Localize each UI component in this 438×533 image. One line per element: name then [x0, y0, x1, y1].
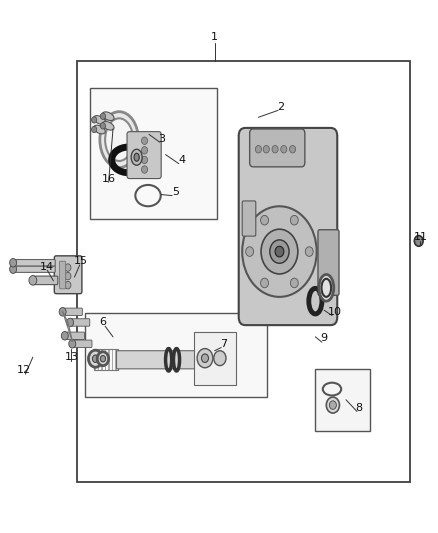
Ellipse shape [326, 397, 339, 413]
FancyBboxPatch shape [250, 129, 305, 167]
Circle shape [65, 264, 71, 271]
Circle shape [88, 350, 102, 367]
Circle shape [141, 156, 148, 164]
FancyBboxPatch shape [74, 340, 92, 348]
FancyBboxPatch shape [117, 351, 204, 369]
Text: 7: 7 [220, 339, 227, 349]
Circle shape [329, 401, 336, 409]
Circle shape [92, 355, 99, 362]
Bar [115, 349, 117, 370]
Text: 13: 13 [65, 352, 79, 362]
FancyBboxPatch shape [60, 261, 66, 289]
Circle shape [214, 351, 226, 366]
Bar [112, 349, 113, 370]
FancyBboxPatch shape [71, 319, 90, 326]
Ellipse shape [94, 125, 105, 134]
Circle shape [92, 117, 97, 123]
Ellipse shape [319, 274, 334, 301]
Circle shape [281, 146, 287, 153]
Text: 8: 8 [356, 403, 363, 413]
Circle shape [275, 246, 284, 257]
Ellipse shape [105, 118, 133, 161]
Circle shape [261, 229, 298, 274]
Circle shape [197, 349, 213, 368]
Bar [105, 349, 106, 370]
Circle shape [10, 259, 17, 267]
Ellipse shape [100, 112, 138, 168]
Circle shape [290, 215, 298, 225]
Circle shape [246, 247, 254, 256]
FancyBboxPatch shape [54, 256, 82, 294]
Text: 14: 14 [40, 262, 54, 271]
Circle shape [141, 166, 148, 173]
Text: 11: 11 [413, 232, 427, 242]
Circle shape [290, 146, 296, 153]
Circle shape [100, 113, 106, 119]
Text: 15: 15 [74, 256, 88, 266]
Bar [98, 349, 99, 370]
Circle shape [10, 265, 17, 273]
Circle shape [305, 247, 313, 256]
Ellipse shape [131, 149, 142, 165]
Circle shape [270, 240, 289, 263]
Circle shape [59, 308, 66, 316]
Text: 6: 6 [99, 318, 106, 327]
Circle shape [100, 123, 106, 129]
Circle shape [67, 318, 74, 327]
Circle shape [97, 352, 109, 366]
Circle shape [261, 215, 268, 225]
FancyBboxPatch shape [66, 332, 85, 340]
Circle shape [100, 356, 106, 362]
Text: 2: 2 [277, 102, 284, 111]
Bar [94, 349, 96, 370]
Ellipse shape [94, 116, 105, 124]
FancyBboxPatch shape [318, 230, 339, 295]
Text: 1: 1 [211, 33, 218, 42]
FancyBboxPatch shape [315, 369, 370, 431]
Circle shape [65, 281, 71, 289]
Text: 3: 3 [159, 134, 166, 143]
Circle shape [261, 278, 268, 288]
Ellipse shape [134, 154, 139, 161]
Text: 10: 10 [328, 307, 342, 317]
Circle shape [141, 147, 148, 154]
Circle shape [69, 340, 76, 348]
Text: 5: 5 [172, 187, 179, 197]
Circle shape [141, 137, 148, 144]
FancyBboxPatch shape [13, 260, 55, 266]
Circle shape [263, 146, 269, 153]
Circle shape [61, 332, 68, 340]
FancyBboxPatch shape [239, 128, 337, 325]
FancyBboxPatch shape [242, 201, 256, 236]
Circle shape [272, 146, 278, 153]
FancyBboxPatch shape [194, 332, 236, 385]
Circle shape [92, 126, 97, 133]
Circle shape [29, 276, 37, 285]
Ellipse shape [102, 112, 114, 120]
FancyBboxPatch shape [13, 266, 55, 272]
FancyBboxPatch shape [127, 132, 161, 179]
Circle shape [414, 236, 423, 246]
Ellipse shape [102, 122, 114, 130]
Text: 16: 16 [102, 174, 116, 183]
Text: 9: 9 [321, 334, 328, 343]
Circle shape [290, 278, 298, 288]
FancyBboxPatch shape [64, 308, 82, 316]
FancyBboxPatch shape [85, 313, 267, 397]
Circle shape [242, 206, 317, 297]
Text: 12: 12 [17, 366, 31, 375]
Bar [108, 349, 110, 370]
Circle shape [65, 272, 71, 280]
Text: 4: 4 [178, 155, 185, 165]
FancyBboxPatch shape [32, 276, 58, 285]
Circle shape [201, 354, 208, 362]
Bar [101, 349, 103, 370]
Circle shape [255, 146, 261, 153]
FancyBboxPatch shape [90, 88, 217, 219]
